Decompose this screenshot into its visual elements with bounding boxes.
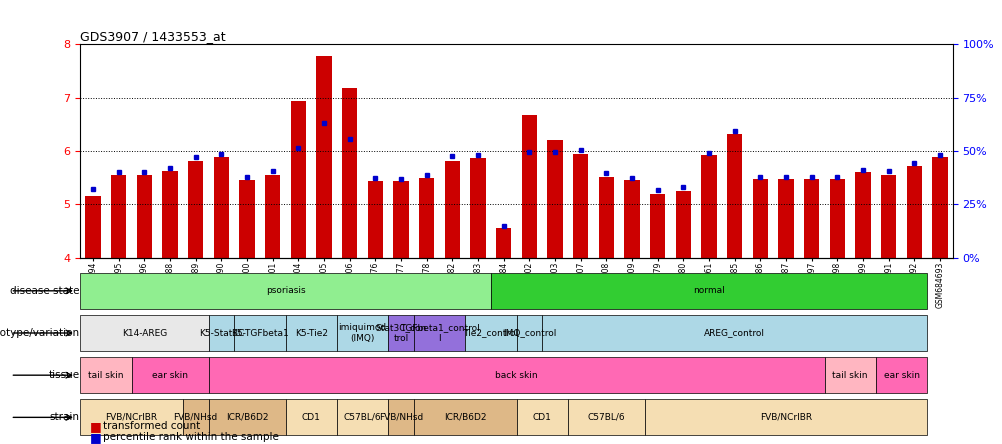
Text: ear skin: ear skin [152, 371, 188, 380]
FancyBboxPatch shape [234, 315, 286, 351]
FancyBboxPatch shape [490, 273, 926, 309]
Bar [675, 191, 690, 258]
Text: AREG_control: AREG_control [703, 329, 765, 337]
Text: FVB/NHsd: FVB/NHsd [379, 413, 423, 422]
Text: strain: strain [49, 412, 79, 422]
Bar [316, 56, 332, 258]
FancyBboxPatch shape [208, 357, 824, 393]
Text: tissue: tissue [48, 370, 79, 380]
Bar [572, 154, 588, 258]
Text: genotype/variation: genotype/variation [0, 328, 79, 338]
FancyBboxPatch shape [824, 357, 875, 393]
FancyBboxPatch shape [875, 357, 926, 393]
Bar [726, 134, 741, 258]
FancyBboxPatch shape [80, 315, 208, 351]
Text: K5-Tie2: K5-Tie2 [295, 329, 328, 337]
Text: FVB/NCrIBR: FVB/NCrIBR [760, 413, 812, 422]
Text: FVB/NHsd: FVB/NHsd [173, 413, 217, 422]
Bar [752, 179, 768, 258]
Bar [85, 196, 100, 258]
Bar [419, 178, 434, 258]
Text: TGFbeta1_control
l: TGFbeta1_control l [399, 323, 479, 343]
Text: imiquimod
(IMQ): imiquimod (IMQ) [338, 323, 386, 343]
Bar [368, 181, 383, 258]
Text: ■: ■ [90, 420, 102, 433]
Text: ear skin: ear skin [883, 371, 919, 380]
Bar [342, 88, 357, 258]
Bar [291, 101, 306, 258]
Bar [521, 115, 536, 258]
Bar [778, 179, 793, 258]
Bar [880, 175, 896, 258]
FancyBboxPatch shape [80, 400, 182, 435]
FancyBboxPatch shape [208, 315, 234, 351]
Text: tail skin: tail skin [832, 371, 867, 380]
Text: back skin: back skin [495, 371, 537, 380]
Text: ■: ■ [90, 431, 102, 444]
FancyBboxPatch shape [542, 315, 926, 351]
FancyBboxPatch shape [465, 315, 516, 351]
Bar [496, 228, 511, 258]
Text: psoriasis: psoriasis [266, 286, 305, 295]
Bar [393, 181, 409, 258]
Bar [855, 172, 870, 258]
FancyBboxPatch shape [286, 400, 337, 435]
Text: IMQ_control: IMQ_control [502, 329, 555, 337]
FancyBboxPatch shape [286, 315, 337, 351]
Text: K5-Stat3C: K5-Stat3C [198, 329, 243, 337]
FancyBboxPatch shape [80, 273, 490, 309]
FancyBboxPatch shape [131, 357, 208, 393]
Bar [136, 175, 152, 258]
Text: CD1: CD1 [532, 413, 551, 422]
FancyBboxPatch shape [337, 400, 388, 435]
Text: GDS3907 / 1433553_at: GDS3907 / 1433553_at [80, 30, 225, 43]
Bar [470, 158, 485, 258]
Bar [598, 177, 613, 258]
Text: CD1: CD1 [302, 413, 321, 422]
Text: FVB/NCrIBR: FVB/NCrIBR [105, 413, 157, 422]
FancyBboxPatch shape [182, 400, 208, 435]
Bar [547, 140, 562, 258]
FancyBboxPatch shape [516, 400, 567, 435]
Text: Stat3C_con
trol: Stat3C_con trol [375, 323, 426, 343]
FancyBboxPatch shape [337, 315, 388, 351]
Text: C57BL/6: C57BL/6 [587, 413, 624, 422]
FancyBboxPatch shape [567, 400, 644, 435]
Bar [932, 157, 947, 258]
Text: disease state: disease state [10, 286, 79, 296]
Bar [649, 194, 664, 258]
Text: normal: normal [692, 286, 724, 295]
Text: K14-AREG: K14-AREG [121, 329, 167, 337]
Bar [239, 180, 255, 258]
Bar [444, 161, 460, 258]
Bar [700, 155, 716, 258]
Bar [265, 175, 281, 258]
Bar [162, 171, 177, 258]
Text: ICR/B6D2: ICR/B6D2 [225, 413, 269, 422]
FancyBboxPatch shape [414, 315, 465, 351]
Text: percentile rank within the sample: percentile rank within the sample [103, 432, 279, 442]
Text: K5-TGFbeta1: K5-TGFbeta1 [230, 329, 289, 337]
Text: transformed count: transformed count [103, 421, 200, 431]
FancyBboxPatch shape [208, 400, 286, 435]
Text: ICR/B6D2: ICR/B6D2 [444, 413, 486, 422]
FancyBboxPatch shape [388, 400, 414, 435]
FancyBboxPatch shape [414, 400, 516, 435]
FancyBboxPatch shape [80, 357, 131, 393]
Bar [623, 180, 639, 258]
Bar [213, 157, 228, 258]
Bar [906, 166, 921, 258]
Bar [804, 179, 819, 258]
Text: tail skin: tail skin [88, 371, 123, 380]
FancyBboxPatch shape [644, 400, 926, 435]
Text: C57BL/6: C57BL/6 [344, 413, 381, 422]
Text: Tie2_control: Tie2_control [463, 329, 518, 337]
FancyBboxPatch shape [516, 315, 542, 351]
Bar [829, 179, 845, 258]
Bar [187, 161, 203, 258]
FancyBboxPatch shape [388, 315, 414, 351]
Bar [111, 175, 126, 258]
